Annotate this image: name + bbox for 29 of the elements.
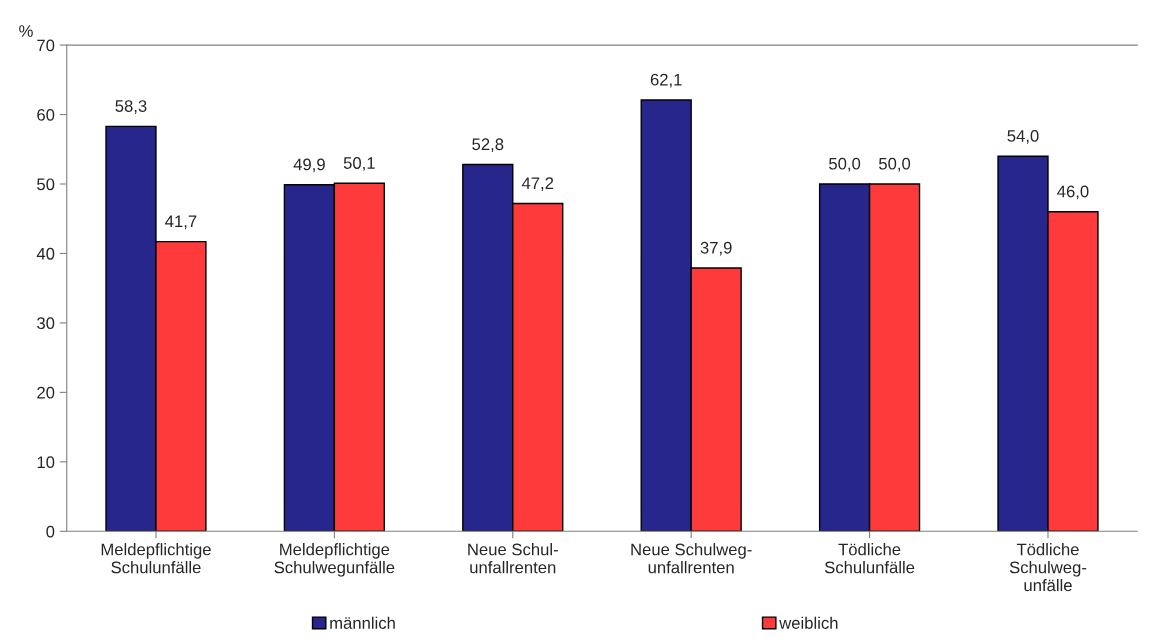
legend-label: weiblich (779, 616, 838, 629)
y-tick-label: 20 (37, 386, 55, 399)
x-tick-label: Neue Schul- unfallrenten (468, 543, 558, 574)
data-label: 47,2 (521, 177, 554, 192)
data-label: 49,9 (293, 158, 325, 173)
data-label: 46,0 (1057, 185, 1089, 200)
x-tick-label: Tödliche Schulweg- unfälle (1009, 543, 1087, 592)
x-tick-label: Tödliche Schulunfälle (824, 543, 915, 574)
data-label: 41,7 (165, 215, 197, 230)
y-tick-label: 30 (37, 317, 55, 330)
y-tick-label: 60 (37, 108, 55, 121)
data-label: 50,0 (879, 157, 911, 172)
data-label: 52,8 (472, 138, 504, 153)
y-tick-label: 50 (37, 178, 55, 191)
legend-label: männlich (330, 616, 395, 629)
data-label: 50,1 (343, 157, 375, 171)
x-tick-label: Meldepflichtige Schulwegunfälle (274, 543, 395, 577)
data-label: 37,9 (700, 241, 732, 256)
data-label: 62,1 (650, 73, 682, 88)
y-axis-title: % (19, 25, 33, 37)
y-tick-label: 0 (46, 525, 55, 538)
data-label: 58,3 (115, 100, 147, 114)
data-label: 50,0 (829, 157, 861, 172)
y-tick-label: 40 (36, 247, 55, 260)
x-tick-label: Meldepflichtige Schulunfälle (101, 543, 211, 574)
data-label: 54,0 (1007, 130, 1039, 144)
x-tick-label: Neue Schulweg- unfallrenten (631, 543, 752, 574)
y-tick-label: 10 (37, 456, 55, 469)
y-tick-label: 70 (37, 39, 55, 52)
